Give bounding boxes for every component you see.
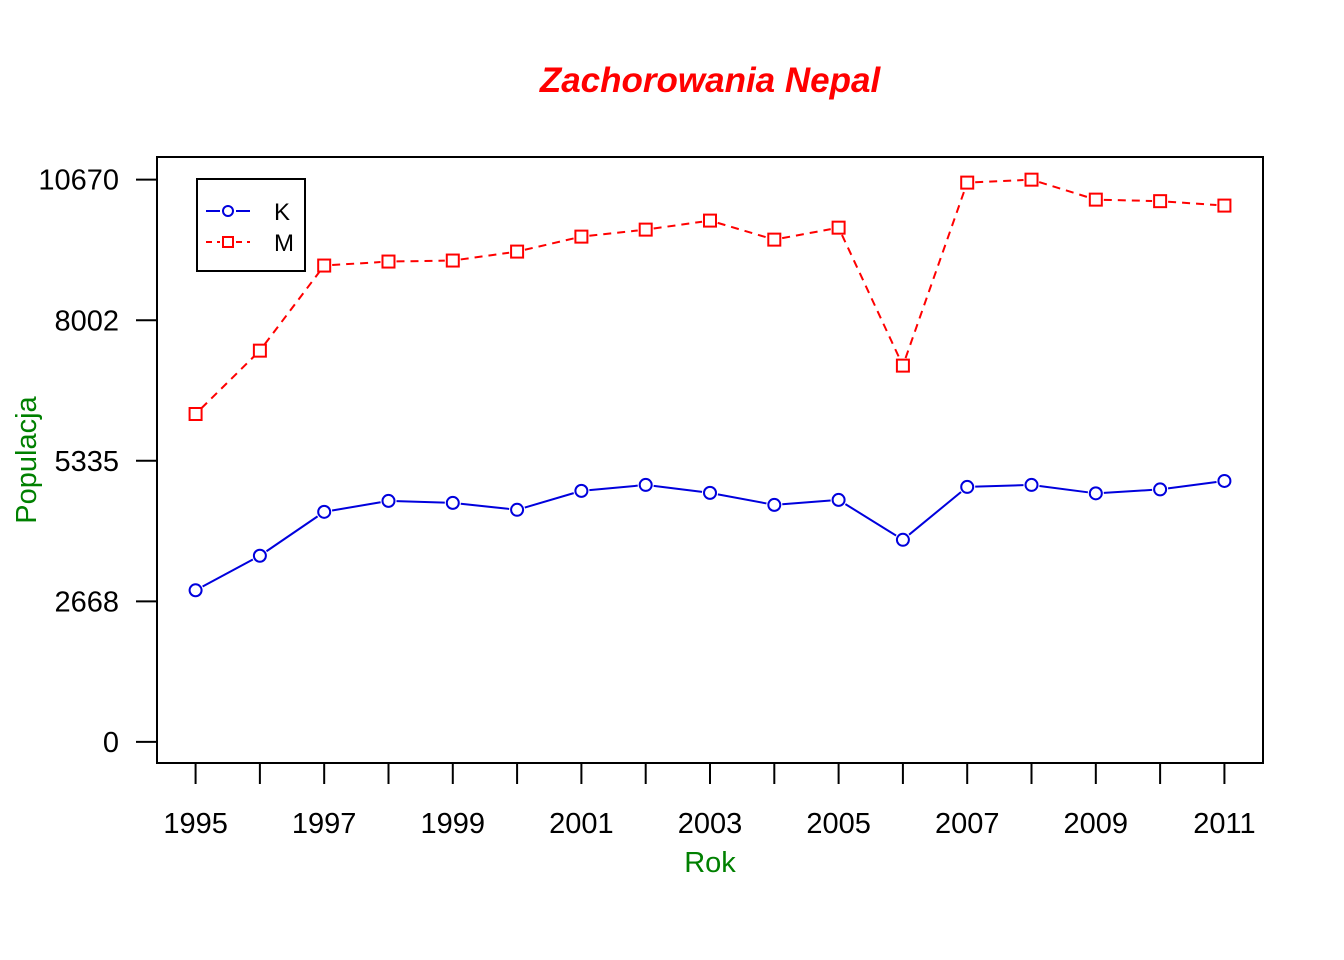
x-tick-label: 1999 (421, 808, 486, 840)
series-k-line-segment (1039, 484, 1089, 494)
series-m-line-segment (1168, 200, 1217, 207)
series-m-point (574, 229, 589, 244)
series-k-point (317, 504, 332, 519)
series-k-line-segment (782, 499, 831, 506)
series-m-line-segment (589, 229, 638, 237)
series-k-point (574, 483, 589, 498)
series-k-line-segment (1103, 488, 1153, 494)
series-m-point (1217, 198, 1232, 213)
legend-marker-k (222, 205, 234, 217)
y-axis-title: Populacja (11, 395, 43, 523)
series-m-line-segment (653, 220, 703, 230)
series-k-line-segment (460, 502, 510, 510)
series-m (188, 172, 1232, 421)
series-m-point (703, 213, 717, 228)
series-k-point (445, 495, 460, 510)
series-k-line-segment (717, 493, 767, 505)
series-m-line-segment (200, 355, 255, 410)
x-tick-label: 2001 (549, 808, 614, 840)
series-m-point (381, 254, 396, 269)
legend-box (196, 178, 306, 272)
series-k-line-segment (331, 501, 381, 512)
plot-area: 1995 1997 1999 2001 2003 2005 2007 2009 2011 0 266… (38, 156, 1264, 840)
series-m-point (1153, 194, 1168, 209)
series-k-point (1024, 477, 1039, 492)
y-tick-label: 2668 (54, 586, 119, 618)
series-m-line-segment (841, 234, 901, 359)
series-k-line-segment (844, 503, 897, 537)
x-tick-label: 1997 (292, 808, 357, 840)
series-m-point (960, 175, 975, 190)
x-tick-label: 2003 (678, 808, 743, 840)
x-tick-label: 1995 (163, 808, 228, 840)
series-k-line-segment (524, 492, 575, 509)
series-m-line-segment (396, 259, 445, 263)
chart-title: Zachorowania Nepal (539, 61, 882, 100)
series-m-point (510, 244, 525, 259)
series-k-point (1217, 473, 1232, 488)
series-k-point (381, 493, 396, 508)
series-m-line-segment (524, 237, 574, 251)
legend-label-k: K (274, 199, 290, 226)
x-tick-label: 2011 (1193, 808, 1255, 840)
series-m-point (895, 358, 910, 373)
y-tick-label: 5335 (54, 446, 119, 478)
series-k-point (895, 532, 910, 547)
series-k-point (1088, 486, 1103, 501)
series-m-line-segment (781, 228, 831, 240)
legend-label-m: M (274, 230, 294, 257)
series-k-point (831, 492, 846, 507)
series-k-point (510, 502, 525, 517)
series-k-point (1153, 482, 1168, 497)
series-k-line-segment (908, 491, 962, 536)
x-tick-label: 2009 (1064, 808, 1129, 840)
series-k-point (638, 477, 653, 492)
series-m-point (1088, 192, 1103, 207)
series-m-point (638, 222, 653, 237)
plot-frame (156, 156, 1264, 764)
series-m-line-segment (975, 179, 1024, 184)
series-k-line-segment (975, 484, 1024, 488)
series-k-point (960, 479, 975, 494)
legend-marker-m (222, 236, 234, 248)
series-k-point (703, 485, 717, 500)
y-tick-label: 8002 (54, 305, 119, 337)
series-m-line-segment (904, 189, 966, 359)
series-m-point (831, 220, 846, 235)
series-m-line-segment (1103, 198, 1153, 202)
series-m-line-segment (332, 261, 381, 267)
x-axis-title: Rok (684, 847, 736, 879)
series-k-line-segment (396, 500, 445, 504)
series-k-point (767, 497, 782, 512)
x-tick-label: 2007 (935, 808, 1000, 840)
series-k-line-segment (653, 484, 703, 493)
series-m-line-segment (717, 221, 767, 239)
series-m-point (1024, 172, 1039, 187)
y-tick-label: 10670 (38, 165, 119, 197)
legend: KM (196, 178, 306, 272)
series-k-line-segment (265, 515, 319, 553)
series-m-point (317, 258, 332, 273)
series-m-point (445, 253, 460, 268)
series-m-line-segment (263, 271, 321, 345)
y-tick-label: 0 (103, 727, 119, 759)
series-k (188, 473, 1232, 598)
series-k-line-segment (202, 558, 254, 588)
series-k-line-segment (589, 484, 638, 492)
series-k-point (252, 548, 267, 563)
series-m-point (767, 232, 782, 247)
series-m-point (252, 343, 267, 358)
series-m-line-segment (460, 251, 510, 261)
x-tick-label: 2005 (806, 808, 871, 840)
series-k-point (188, 583, 203, 598)
series-k-line-segment (1167, 481, 1217, 490)
series-m-point (188, 406, 203, 421)
series-m-line-segment (1038, 181, 1089, 199)
